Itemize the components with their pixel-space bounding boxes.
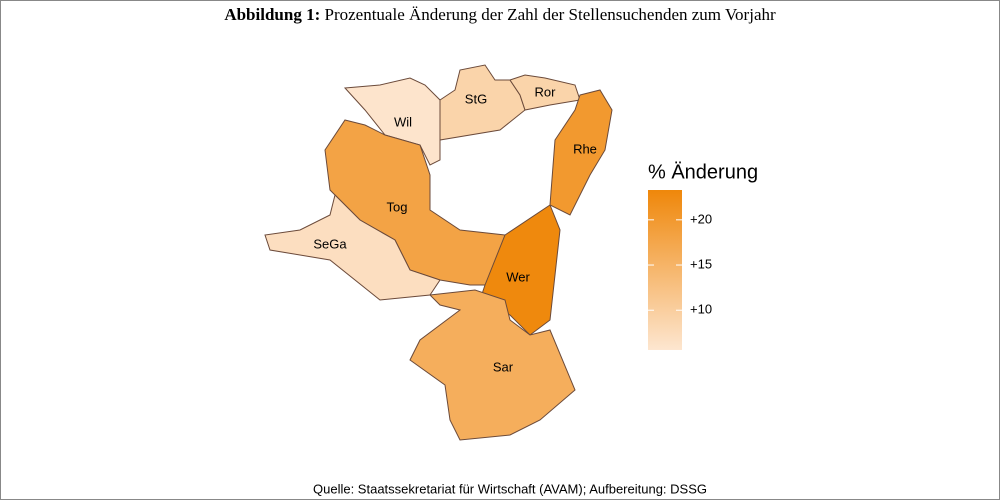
region-label: StG <box>465 91 487 106</box>
colorbar-tick-label: +10 <box>690 302 712 317</box>
region-label: Wer <box>506 269 530 284</box>
region <box>264 194 441 301</box>
colorbar <box>648 190 682 350</box>
region-label: Rhe <box>573 141 597 156</box>
legend: +20 +15 +10 <box>648 211 712 317</box>
region-label: Wil <box>394 114 412 129</box>
region <box>549 89 613 216</box>
title: Prozentuale Änderung der Zahl der Stelle… <box>325 5 776 24</box>
colorbar-tick-label: +15 <box>690 256 712 271</box>
figure-label: Abbildung 1: <box>224 5 320 24</box>
region-label: Ror <box>535 84 557 99</box>
figure-title: Abbildung 1: Prozentuale Änderung der Za… <box>224 5 776 24</box>
colorbar-tick-label: +20 <box>690 211 712 226</box>
map: Wil StG Ror Rhe Tog SeGa Wer Sar <box>264 64 613 441</box>
region-label: Sar <box>493 359 514 374</box>
legend-title: % Änderung <box>648 161 758 183</box>
region <box>343 77 441 166</box>
region <box>409 289 576 441</box>
region-label: Tog <box>387 199 408 214</box>
source: Quelle: Staatssekretariat für Wirtschaft… <box>313 481 707 496</box>
region-label: SeGa <box>313 236 347 251</box>
